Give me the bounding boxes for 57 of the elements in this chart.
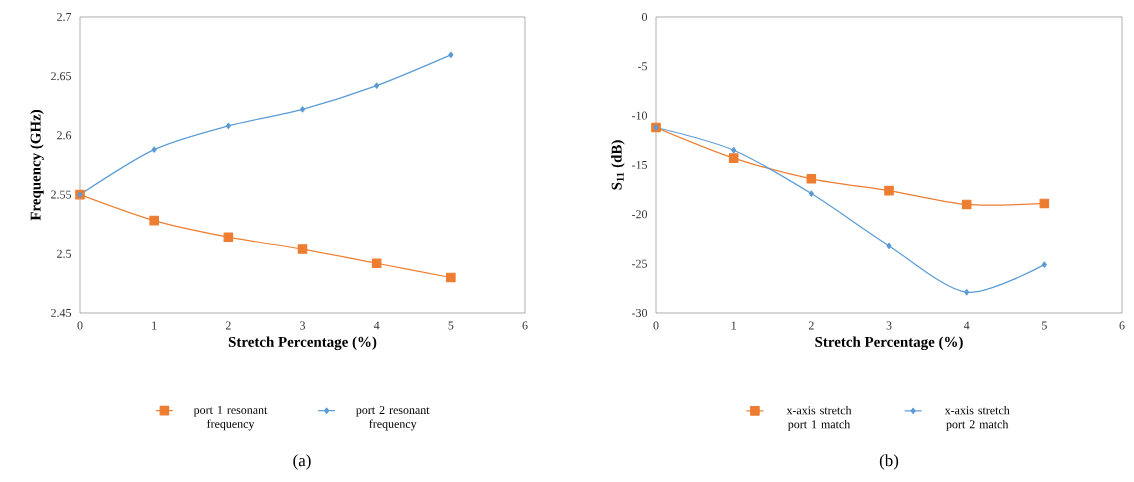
point [446,272,456,283]
x-tick-label: 5 [448,321,454,330]
y-tick-label: 2.65 [51,72,72,81]
point [808,190,814,197]
y-tick-label: 2.6 [57,131,72,140]
point [374,82,380,89]
legend-label: x-axis stretch port 2 match [944,405,1010,431]
point [964,289,970,296]
point [299,106,306,113]
y-tick-label: -5 [637,62,648,71]
text: (a) [293,454,311,470]
text: (b) [879,454,899,470]
x-tick-label: 5 [1042,321,1047,330]
x-tick-label: 1 [152,321,157,330]
point [371,258,382,269]
x-axis-title: Stretch Percentage (%) [815,336,963,351]
x-tick-label: 6 [522,321,528,330]
y-tick-label: -10 [631,111,648,120]
x-tick-label: 1 [731,321,736,330]
point [886,242,892,250]
legend-label: port 1 resonant frequency [193,405,268,431]
y-tick-label: -15 [631,160,648,169]
point [297,244,308,254]
point [961,199,972,210]
y-tick-label: -30 [631,308,648,318]
x-tick-label: 3 [886,321,892,330]
x-tick-label: 4 [373,321,380,330]
y-tick-label: 0 [641,12,648,22]
point [151,146,157,153]
x-tick-label: 2 [225,321,231,330]
y-tick-label: 2.5 [57,249,72,258]
point [728,153,739,163]
x-tick-label: 0 [77,321,83,330]
y-tick-label: -25 [631,259,648,268]
y-tick-label: -20 [631,210,648,219]
legend-label: port 2 resonant frequency [356,405,430,431]
x-tick-label: 2 [808,321,814,330]
legend-label: x-axis stretch port 1 match [786,405,852,431]
x-tick-label: 6 [1119,321,1125,330]
y-tick-label: 2.45 [51,308,72,318]
y-axis-title: Frequency (GHz) [30,109,44,221]
point [1039,198,1050,209]
x-tick-label: 4 [963,321,970,330]
point [448,51,454,59]
point [731,146,737,154]
point [884,185,894,196]
y-tick-label: 2.7 [57,12,72,22]
y-axis-title: S$_{11}$ (dB) [611,140,625,190]
x-tick-label: 3 [300,321,306,330]
point [223,232,234,243]
x-axis-title: Stretch Percentage (%) [228,336,377,351]
point [1041,261,1047,268]
x-tick-label: 0 [653,321,659,330]
point [806,174,817,184]
point [149,215,159,226]
point [225,122,231,130]
y-tick-label: 2.55 [51,190,72,199]
